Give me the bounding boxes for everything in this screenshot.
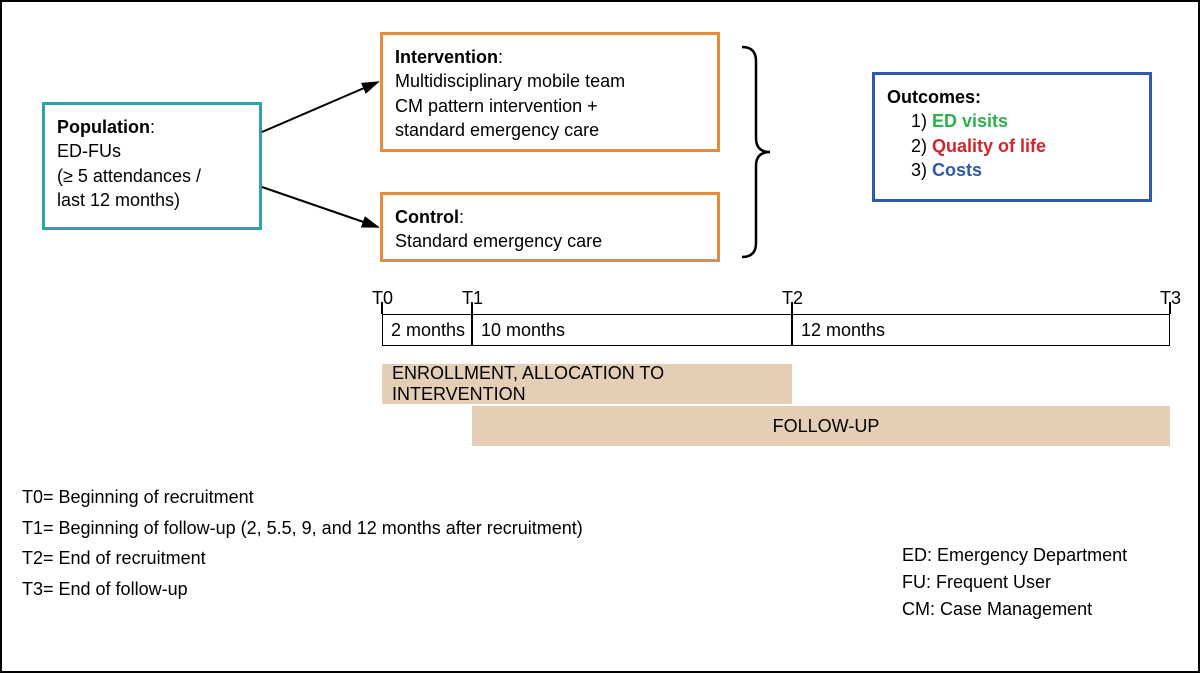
legend-cm: CM: Case Management xyxy=(902,596,1127,623)
legend-fu: FU: Frequent User xyxy=(902,569,1127,596)
population-line1: ED-FUs xyxy=(57,141,121,161)
diagram-canvas: Population: ED-FUs (≥ 5 attendances / la… xyxy=(0,0,1200,673)
population-line3: last 12 months) xyxy=(57,190,180,210)
timeline-seg3-label: 12 months xyxy=(801,320,885,341)
phase-followup-bar: FOLLOW-UP xyxy=(472,406,1170,446)
intervention-box: Intervention: Multidisciplinary mobile t… xyxy=(380,32,720,152)
population-title: Population xyxy=(57,117,150,137)
population-box: Population: ED-FUs (≥ 5 attendances / la… xyxy=(42,102,262,230)
phase-enrollment-bar: ENROLLMENT, ALLOCATION TO INTERVENTION xyxy=(382,364,792,404)
outcome3-num: 3) xyxy=(911,160,932,180)
intervention-line2: CM pattern intervention + xyxy=(395,96,598,116)
timeline-tick-t0: T0 xyxy=(372,288,393,309)
timeline-segment-3: 12 months xyxy=(792,314,1170,346)
outcome2-num: 2) xyxy=(911,136,932,156)
timeline-segment-2: 10 months xyxy=(472,314,792,346)
outcomes-title: Outcomes: xyxy=(887,87,981,107)
phase-followup-label: FOLLOW-UP xyxy=(773,416,880,437)
intervention-line3: standard emergency care xyxy=(395,120,599,140)
timeline-tick-t2: T2 xyxy=(782,288,803,309)
legend-timepoints: T0= Beginning of recruitment T1= Beginni… xyxy=(22,482,583,604)
legend-t1: T1= Beginning of follow-up (2, 5.5, 9, a… xyxy=(22,513,583,544)
population-line2: (≥ 5 attendances / xyxy=(57,166,201,186)
intervention-title: Intervention xyxy=(395,47,498,67)
legend-t2: T2= End of recruitment xyxy=(22,543,583,574)
timeline-tick-t1: T1 xyxy=(462,288,483,309)
legend-abbreviations: ED: Emergency Department FU: Frequent Us… xyxy=(902,542,1127,623)
control-title: Control xyxy=(395,207,459,227)
outcome1-text: ED visits xyxy=(932,111,1008,131)
timeline-seg2-label: 10 months xyxy=(481,320,565,341)
phase-enrollment-label: ENROLLMENT, ALLOCATION TO INTERVENTION xyxy=(392,363,792,405)
timeline-seg1-label: 2 months xyxy=(391,320,465,341)
legend-ed: ED: Emergency Department xyxy=(902,542,1127,569)
control-body: Standard emergency care xyxy=(395,231,602,251)
outcome1-num: 1) xyxy=(911,111,932,131)
intervention-line1: Multidisciplinary mobile team xyxy=(395,71,625,91)
control-box: Control: Standard emergency care xyxy=(380,192,720,262)
outcome3-text: Costs xyxy=(932,160,982,180)
legend-t0: T0= Beginning of recruitment xyxy=(22,482,583,513)
outcome2-text: Quality of life xyxy=(932,136,1046,156)
timeline-segment-1: 2 months xyxy=(382,314,472,346)
legend-t3: T3= End of follow-up xyxy=(22,574,583,605)
outcomes-box: Outcomes: 1) ED visits 2) Quality of lif… xyxy=(872,72,1152,202)
timeline-tick-t3: T3 xyxy=(1160,288,1181,309)
